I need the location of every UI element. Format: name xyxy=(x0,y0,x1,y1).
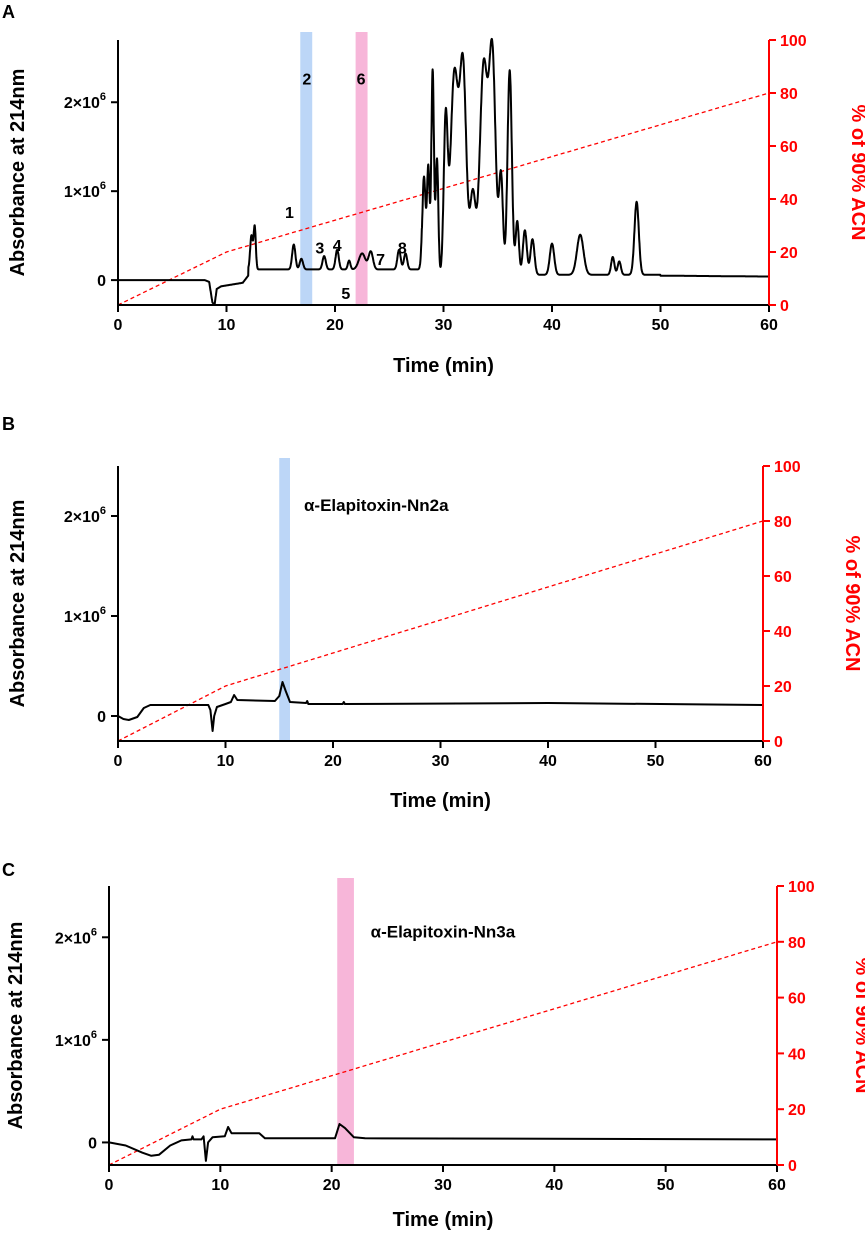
x-tick-label-50: 50 xyxy=(652,317,670,334)
x-tick-label-0: 0 xyxy=(114,753,123,770)
x-tick-label-30: 30 xyxy=(434,1177,452,1194)
toxin-annotation: α-Elapitoxin-Nn2a xyxy=(304,496,449,515)
x-tick-label-60: 60 xyxy=(760,317,778,334)
x-tick-label-0: 0 xyxy=(114,317,123,334)
highlight-band-1 xyxy=(355,32,368,305)
x-tick-label-60: 60 xyxy=(768,1177,786,1194)
x-tick-label-30: 30 xyxy=(435,317,453,334)
y-tick-label-1: 1×106 xyxy=(64,180,106,201)
chromatogram-trace xyxy=(117,37,770,306)
y-tick-label-2: 2×106 xyxy=(64,91,106,112)
gradient-line xyxy=(117,92,770,306)
y-tick-label-1: 1×106 xyxy=(64,605,106,626)
y2-tick-label-40: 40 xyxy=(774,624,792,641)
trace-line xyxy=(117,37,770,306)
y2-tick-label-20: 20 xyxy=(780,245,798,262)
y-axis-title: Absorbance at 214nm xyxy=(7,69,29,277)
x-tick-label-50: 50 xyxy=(647,753,665,770)
trace-line xyxy=(117,681,764,732)
x-axis-title: Time (min) xyxy=(393,355,494,377)
peak-label-8: 8 xyxy=(398,240,407,257)
y2-tick-label-0: 0 xyxy=(774,734,783,751)
gradient-line xyxy=(108,941,778,1166)
y2-tick-label-40: 40 xyxy=(780,192,798,209)
chromatogram-trace xyxy=(108,1123,778,1162)
x-tick-label-10: 10 xyxy=(218,317,236,334)
y2-tick-label-60: 60 xyxy=(788,991,806,1008)
panel-letter-a: A xyxy=(2,2,15,22)
x-tick-label-40: 40 xyxy=(545,1177,563,1194)
x-axis-title: Time (min) xyxy=(393,1209,494,1231)
y2-tick-label-100: 100 xyxy=(788,879,815,896)
y2-tick-label-100: 100 xyxy=(774,459,801,476)
peak-label-5: 5 xyxy=(341,286,350,303)
peak-label-2: 2 xyxy=(302,71,311,88)
highlight-bands xyxy=(279,458,290,741)
x-tick-label-20: 20 xyxy=(324,753,342,770)
y-tick-label-0: 0 xyxy=(88,1135,97,1152)
chromatogram-trace xyxy=(117,681,764,732)
x-tick-label-30: 30 xyxy=(432,753,450,770)
y2-tick-label-60: 60 xyxy=(780,139,798,156)
gradient-line xyxy=(117,520,764,742)
toxin-annotation: α-Elapitoxin-Nn3a xyxy=(371,922,516,941)
y2-axis-title: % of 90% ACN xyxy=(841,536,863,672)
y2-tick-label-0: 0 xyxy=(780,298,789,315)
y2-tick-label-100: 100 xyxy=(780,33,807,50)
y2-tick-label-20: 20 xyxy=(788,1102,806,1119)
panel-letter-b: B xyxy=(2,414,15,434)
y2-axis-title: % of 90% ACN xyxy=(851,958,865,1094)
peak-label-6: 6 xyxy=(357,71,366,88)
y2-tick-label-60: 60 xyxy=(774,569,792,586)
y-axis-title: Absorbance at 214nm xyxy=(5,922,27,1130)
peak-label-7: 7 xyxy=(376,252,385,269)
y-tick-label-2: 2×106 xyxy=(64,505,106,526)
acn-gradient-line xyxy=(108,941,778,1166)
x-tick-label-60: 60 xyxy=(754,753,772,770)
trace-line xyxy=(108,1123,778,1162)
x-tick-label-0: 0 xyxy=(105,1177,114,1194)
highlight-bands xyxy=(337,878,354,1165)
y2-tick-label-20: 20 xyxy=(774,679,792,696)
x-tick-label-10: 10 xyxy=(217,753,235,770)
acn-gradient-line xyxy=(117,92,770,306)
highlight-bands xyxy=(300,32,368,305)
highlight-band-0 xyxy=(300,32,313,305)
x-tick-label-40: 40 xyxy=(543,317,561,334)
highlight-band-0 xyxy=(279,458,290,741)
y2-tick-label-40: 40 xyxy=(788,1046,806,1063)
acn-gradient-line xyxy=(117,520,764,742)
x-tick-label-20: 20 xyxy=(326,317,344,334)
y-tick-label-0: 0 xyxy=(97,709,106,726)
peak-label-3: 3 xyxy=(315,240,324,257)
y2-tick-label-80: 80 xyxy=(780,86,798,103)
y-tick-label-1: 1×106 xyxy=(55,1029,97,1050)
x-tick-label-20: 20 xyxy=(323,1177,341,1194)
x-tick-label-40: 40 xyxy=(539,753,557,770)
panel-letter-c: C xyxy=(2,860,15,880)
y2-axis-title: % of 90% ACN xyxy=(847,105,865,241)
y-tick-label-0: 0 xyxy=(97,273,106,290)
highlight-band-0 xyxy=(337,878,354,1165)
x-tick-label-50: 50 xyxy=(657,1177,675,1194)
y-tick-label-2: 2×106 xyxy=(55,926,97,947)
y2-tick-label-80: 80 xyxy=(788,935,806,952)
x-tick-label-10: 10 xyxy=(211,1177,229,1194)
y2-tick-label-0: 0 xyxy=(788,1158,797,1175)
peak-label-1: 1 xyxy=(285,205,294,222)
y-axis-title: Absorbance at 214nm xyxy=(7,500,29,708)
x-axis-title: Time (min) xyxy=(390,790,491,812)
peak-label-4: 4 xyxy=(333,238,342,255)
y2-tick-label-80: 80 xyxy=(774,514,792,531)
